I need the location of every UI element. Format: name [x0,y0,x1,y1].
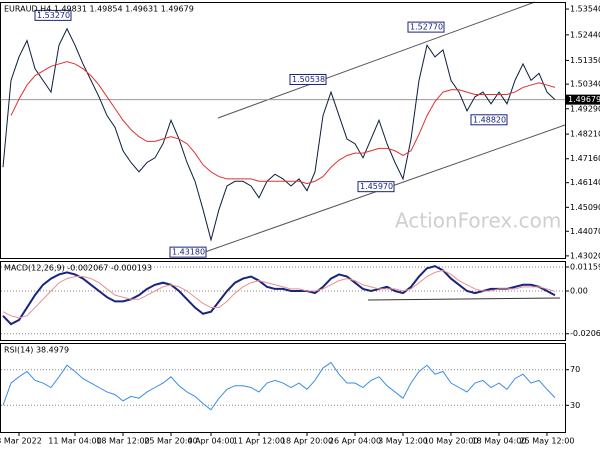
x-tick-label: 25 May 12:00 [520,437,575,446]
last-price-label: 1.49679 [568,95,600,104]
x-tick-label: 3 Mar 2022 [0,437,42,446]
channel-upper [217,1,536,119]
price-annotation-box [357,181,395,193]
price-annotation: 1.48820 [473,115,506,124]
y-tick-label: 1.53540 [570,5,600,14]
last-price-box [566,94,600,105]
panel-title: RSI(14) 38.4979 [4,346,69,355]
x-tick-label: 11 Mar 04:00 [48,437,101,446]
price-annotation-box [34,9,72,21]
x-tick-label: 18 Mar 12:00 [96,437,149,446]
series-line [2,269,556,319]
price-annotation: 1.53270 [37,11,70,20]
y-tick-label: 1.48210 [570,130,600,139]
x-tick-label: 18 May 04:00 [472,437,527,446]
panel-title: EURAUD,H4 1.49831 1.49854 1.49631 1.4967… [4,5,194,14]
series-line [2,361,556,411]
y-tick-label: 0.00 [570,286,588,295]
x-tick-label: 10 May 20:00 [424,437,479,446]
price-annotation-box [169,246,207,258]
y-tick-label: 1.52440 [570,30,600,39]
watermark: ActionForex.com [395,209,561,233]
series-line [2,265,556,326]
y-tick-label: 1.51350 [570,56,600,65]
y-tick-label: -0.020649 [570,329,600,338]
y-tick-label: 1.45090 [570,203,600,212]
price-annotation-box [289,73,327,85]
price-annotation: 1.43180 [172,248,205,257]
panel-frame [0,343,566,433]
y-tick-label: 0.011595 [570,262,600,271]
price-annotation: 1.52770 [410,23,443,32]
x-tick-label: 26 Apr 04:00 [329,437,381,446]
y-tick-label: 1.47160 [570,154,600,163]
y-tick-label: 1.46140 [570,178,600,187]
price-annotation-box [407,21,445,33]
price-annotation-box [470,114,508,126]
y-tick-label: 1.50340 [570,80,600,89]
x-tick-label: 11 Apr 12:00 [233,437,285,446]
x-tick-label: 4 Apr 04:00 [187,437,234,446]
x-tick-label: 3 May 12:00 [378,437,428,446]
y-tick-label: 1.49290 [570,104,600,113]
x-tick-label: 25 Mar 20:00 [144,437,197,446]
panel-title: MACD(12,26,9) -0.002067 -0.000193 [4,264,152,273]
x-tick-label: 18 Apr 20:00 [281,437,333,446]
price-annotation: 1.45970 [360,182,393,191]
price-annotation: 1.50538 [292,75,325,84]
panel-frame [0,2,566,259]
series-line [10,61,556,185]
macd-support-line [367,297,561,301]
y-tick-label: 30 [570,401,580,410]
panel-frame [0,261,566,341]
y-tick-label: 1.43020 [570,251,600,260]
series-line [2,27,556,242]
y-tick-label: 1.44070 [570,227,600,236]
y-tick-label: 70 [570,365,580,374]
